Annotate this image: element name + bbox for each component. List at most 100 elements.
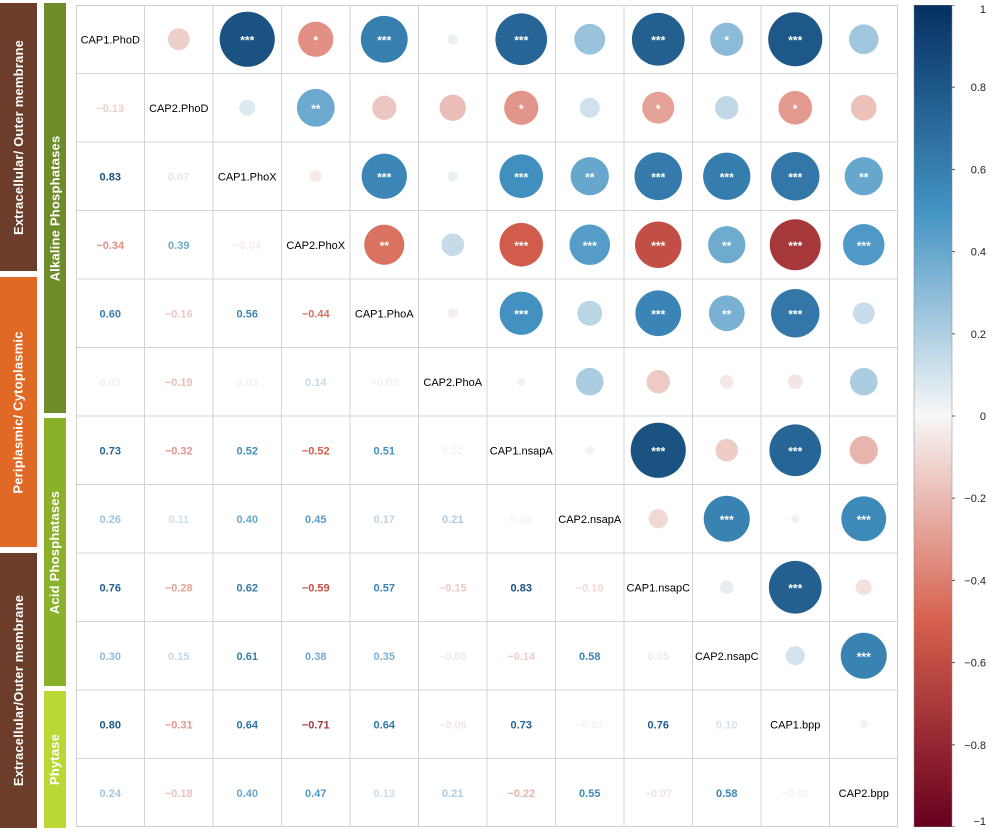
correlation-value: 0.38 (305, 651, 326, 663)
correlation-value: 0.83 (100, 171, 121, 183)
correlation-circle (855, 579, 872, 596)
correlation-circle (708, 295, 745, 332)
band-alkaline-phosphatases-label: Alkaline Phosphatases (47, 135, 63, 281)
correlation-value: 0.02 (442, 445, 463, 457)
correlation-value: 0.51 (374, 445, 395, 457)
band-extracellular-outer-bottom-label: Extracellular/Outer membrane (11, 594, 27, 787)
correlation-value: −0.31 (165, 719, 193, 731)
correlation-circle (840, 632, 887, 679)
correlation-value: 0.21 (442, 514, 463, 526)
correlation-circle (635, 290, 682, 337)
correlation-circle (849, 436, 878, 465)
correlation-circle (848, 24, 879, 55)
correlation-value: 0.61 (237, 651, 258, 663)
correlation-circle (719, 580, 734, 595)
correlation-value: 0.73 (511, 719, 532, 731)
variable-label: CAP2.PhoA (423, 377, 482, 389)
significance-marker: *** (788, 444, 802, 458)
correlation-circle (167, 28, 190, 51)
significance-marker: *** (377, 170, 391, 184)
correlation-circle (570, 157, 609, 196)
correlation-circle (219, 11, 275, 67)
significance-marker: *** (651, 33, 665, 47)
correlation-value: 0.60 (100, 308, 121, 320)
correlation-value: −0.22 (507, 788, 535, 800)
correlation-value: −0.52 (302, 445, 330, 457)
correlation-circle (574, 23, 606, 55)
correlation-circle (309, 170, 322, 183)
correlation-value: −0.59 (302, 582, 330, 594)
correlation-circle (642, 91, 675, 124)
significance-marker: *** (514, 239, 528, 253)
correlation-value: −0.10 (576, 582, 604, 594)
correlation-circle (499, 291, 543, 335)
correlation-value: 0.30 (100, 651, 121, 663)
significance-marker: ** (859, 170, 869, 184)
correlation-circle (703, 495, 750, 542)
band-extracellular-outer-top-label: Extracellular/ Outer membrane (11, 39, 27, 235)
correlation-circle (296, 88, 335, 127)
correlation-circle (635, 221, 682, 268)
correlation-value: −0.14 (507, 651, 536, 663)
correlation-value: 0.47 (305, 788, 326, 800)
band-phytase: Phytase (44, 691, 66, 828)
significance-marker: *** (857, 650, 871, 664)
correlation-circle (372, 95, 397, 120)
correlation-value: −0.04 (233, 240, 262, 252)
correlation-circle (631, 12, 685, 66)
color-scale-tick-label: 0.2 (971, 329, 986, 341)
correlation-circle (634, 152, 683, 201)
significance-marker: *** (857, 513, 871, 527)
correlation-value: 0.03 (237, 377, 258, 389)
correlation-circle (703, 152, 751, 200)
correlation-value: 0.57 (374, 582, 395, 594)
correlation-circle (768, 560, 822, 614)
correlation-circle (844, 157, 883, 196)
correlation-value: −0.28 (165, 582, 193, 594)
significance-marker: *** (788, 170, 802, 184)
color-scale-tick-label: 1 (980, 5, 986, 16)
correlation-circle (787, 374, 803, 390)
correlation-value: 0.14 (305, 377, 327, 389)
correlation-value: −0.07 (644, 788, 672, 800)
color-scale-tick-label: −1 (973, 816, 986, 827)
correlation-circle (575, 367, 604, 396)
significance-marker: *** (788, 581, 802, 595)
correlation-circle (504, 90, 539, 125)
variable-label: CAP1.nsapA (490, 445, 554, 457)
correlation-value: 0.83 (511, 582, 532, 594)
correlation-circle (715, 438, 739, 462)
correlation-circle (577, 300, 603, 326)
color-scale-tick-label: 0.6 (971, 164, 986, 176)
color-scale-tick-label: 0.8 (971, 82, 986, 94)
correlation-value: −0.71 (302, 719, 330, 731)
correlation-value: 0.07 (168, 171, 189, 183)
correlation-value: 0.10 (716, 719, 737, 731)
correlation-circle (298, 21, 334, 57)
band-extracellular-outer-top: Extracellular/ Outer membrane (0, 3, 37, 271)
correlation-circle (648, 509, 668, 529)
correlation-value: 0.26 (100, 514, 121, 526)
correlation-value: −0.32 (165, 445, 193, 457)
correlation-circle (849, 367, 878, 396)
significance-marker: *** (788, 239, 802, 253)
correlation-value: 0.76 (100, 582, 121, 594)
correlation-circle (439, 94, 466, 121)
correlation-matrix: CAP1.PhoD *** * *** *** *** * ***−0.13 CAP2.PhoD… (76, 5, 898, 827)
correlation-value: 0.02 (511, 514, 532, 526)
significance-marker: *** (651, 239, 665, 253)
correlation-value: 0.64 (374, 719, 396, 731)
significance-marker: *** (377, 33, 391, 47)
correlation-circle (585, 445, 595, 455)
correlation-circle (850, 94, 877, 121)
significance-marker: * (313, 33, 318, 47)
correlation-circle (778, 90, 813, 125)
correlation-circle (499, 154, 544, 199)
significance-marker: ** (380, 239, 390, 253)
correlation-circle (771, 152, 820, 201)
correlation-value: −0.13 (96, 103, 124, 115)
correlation-circle (710, 22, 744, 56)
correlation-circle (360, 15, 408, 63)
band-acid-phosphatases: Acid Phosphatases (44, 418, 66, 686)
significance-marker: *** (240, 33, 254, 47)
